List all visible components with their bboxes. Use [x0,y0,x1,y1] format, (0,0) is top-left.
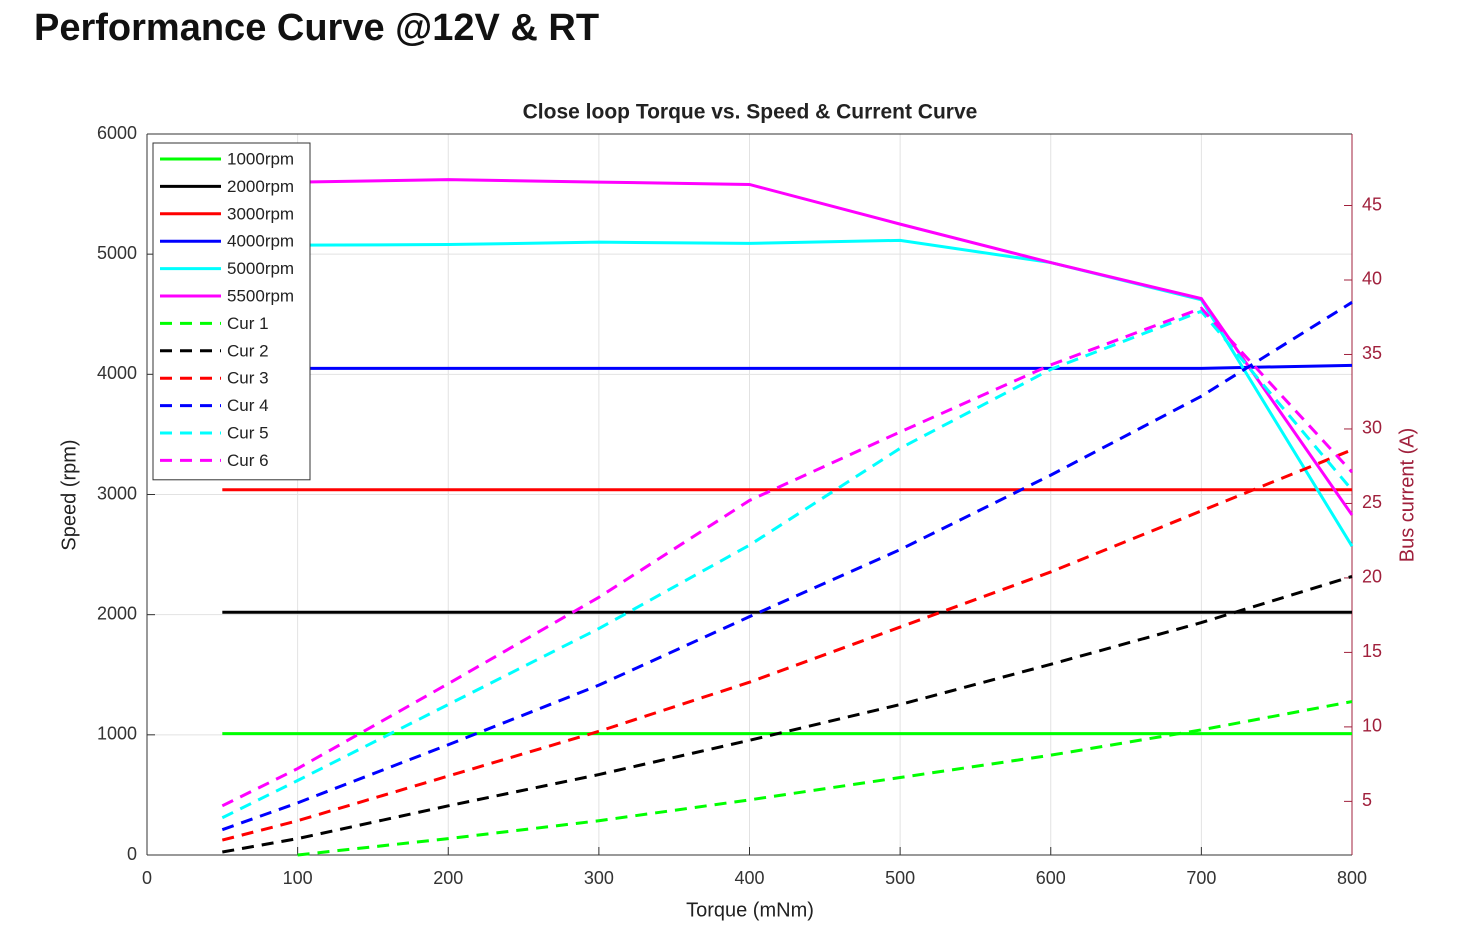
x-tick-label: 400 [734,868,764,888]
x-tick-label: 100 [283,868,313,888]
y2-tick-label: 40 [1362,269,1382,289]
page-title: Performance Curve @12V & RT [34,7,599,49]
y-axis-label: Speed (rpm) [58,439,80,550]
x-tick-label: 800 [1337,868,1367,888]
y-tick-label: 0 [127,844,137,864]
y2-tick-label: 5 [1362,790,1372,810]
x-tick-label: 600 [1036,868,1066,888]
y2-tick-label: 20 [1362,567,1382,587]
legend-box [152,142,311,481]
legend-label: 4000rpm [227,232,294,251]
y2-tick-label: 10 [1362,716,1382,736]
x-axis-label: Torque (mNm) [686,899,814,921]
y2-axis-label: Bus current (A) [1396,428,1418,562]
x-tick-label: 300 [584,868,614,888]
series-line [222,363,1353,370]
legend-label: Cur 6 [227,451,269,470]
y2-tick-label: 15 [1362,641,1382,661]
y2-tick-label: 45 [1362,194,1382,214]
y-tick-label: 5000 [97,243,137,263]
legend-label: 2000rpm [227,177,294,196]
legend-label: 1000rpm [227,149,294,168]
series-line [221,301,1353,832]
y-tick-label: 3000 [97,483,137,503]
series-line [222,574,1353,854]
legend-label: Cur 2 [227,341,269,360]
y-tick-label: 4000 [97,363,137,383]
chart-title: Close loop Torque vs. Speed & Current Cu… [523,101,978,124]
series-line [221,309,1354,820]
legend-label: Cur 1 [227,314,269,333]
legend-label: 5000rpm [227,259,294,278]
y-tick-label: 2000 [97,603,137,623]
legend-label: 3000rpm [227,204,294,223]
x-tick-label: 0 [142,868,152,888]
series-line [221,306,1354,808]
series-line [297,700,1353,857]
y-tick-label: 6000 [97,123,137,143]
x-tick-label: 700 [1186,868,1216,888]
y2-tick-label: 25 [1362,492,1382,512]
legend-label: Cur 5 [227,423,269,442]
legend-label: Cur 3 [227,369,269,388]
legend-label: Cur 4 [227,396,269,415]
y2-tick-label: 35 [1362,343,1382,363]
x-tick-label: 200 [433,868,463,888]
y2-tick-label: 30 [1362,418,1382,438]
series-line [222,178,1354,516]
x-tick-label: 500 [885,868,915,888]
legend-label: 5500rpm [227,286,294,305]
series-line [221,448,1353,842]
y-tick-label: 1000 [97,724,137,744]
